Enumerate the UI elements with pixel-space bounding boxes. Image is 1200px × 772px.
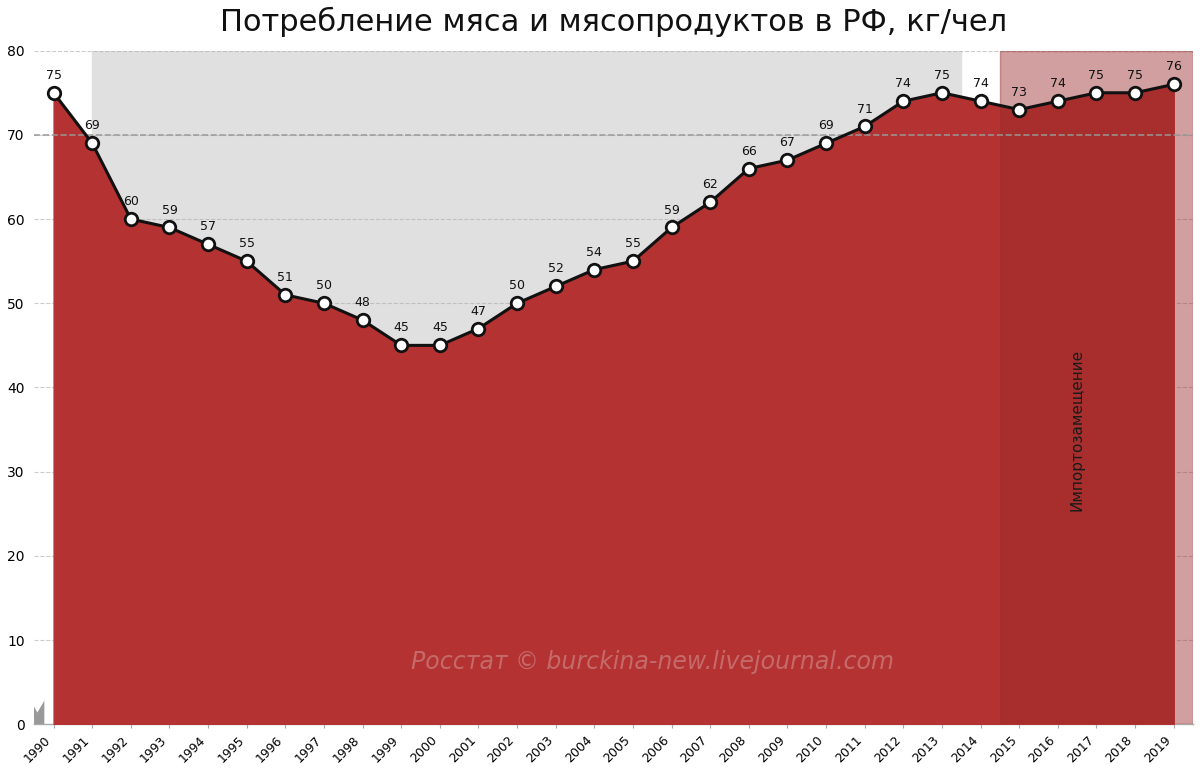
Text: 62: 62 [702, 178, 718, 191]
Text: 48: 48 [355, 296, 371, 309]
Text: 54: 54 [587, 245, 602, 259]
Text: 75: 75 [46, 69, 61, 82]
Text: 55: 55 [239, 237, 254, 250]
Text: 67: 67 [780, 136, 796, 149]
Text: 57: 57 [200, 220, 216, 233]
Text: 51: 51 [277, 271, 293, 284]
Text: 66: 66 [740, 144, 757, 157]
Text: 71: 71 [857, 103, 872, 116]
Text: 55: 55 [625, 237, 641, 250]
Text: 69: 69 [818, 120, 834, 132]
Text: 59: 59 [162, 204, 178, 217]
Polygon shape [30, 701, 44, 724]
Text: 69: 69 [84, 120, 100, 132]
Text: 75: 75 [1127, 69, 1144, 82]
Text: 50: 50 [509, 279, 526, 293]
Text: 76: 76 [1166, 60, 1182, 73]
Bar [1000, 51, 1193, 724]
Text: 45: 45 [394, 321, 409, 334]
Text: Импортозамещение: Импортозамещение [1069, 348, 1085, 510]
Bar [92, 51, 961, 724]
Text: 52: 52 [547, 262, 564, 276]
Text: 45: 45 [432, 321, 448, 334]
Text: 60: 60 [122, 195, 139, 208]
Text: 74: 74 [895, 77, 911, 90]
Text: Росстат © burckina-new.livejournal.com: Росстат © burckina-new.livejournal.com [410, 650, 894, 674]
Text: 74: 74 [973, 77, 989, 90]
Text: 50: 50 [316, 279, 332, 293]
Text: 59: 59 [664, 204, 679, 217]
Text: 74: 74 [1050, 77, 1066, 90]
Text: 47: 47 [470, 305, 486, 317]
Text: 75: 75 [1088, 69, 1104, 82]
Text: 75: 75 [934, 69, 950, 82]
Text: 73: 73 [1012, 86, 1027, 99]
Title: Потребление мяса и мясопродуктов в РФ, кг/чел: Потребление мяса и мясопродуктов в РФ, к… [220, 7, 1007, 37]
